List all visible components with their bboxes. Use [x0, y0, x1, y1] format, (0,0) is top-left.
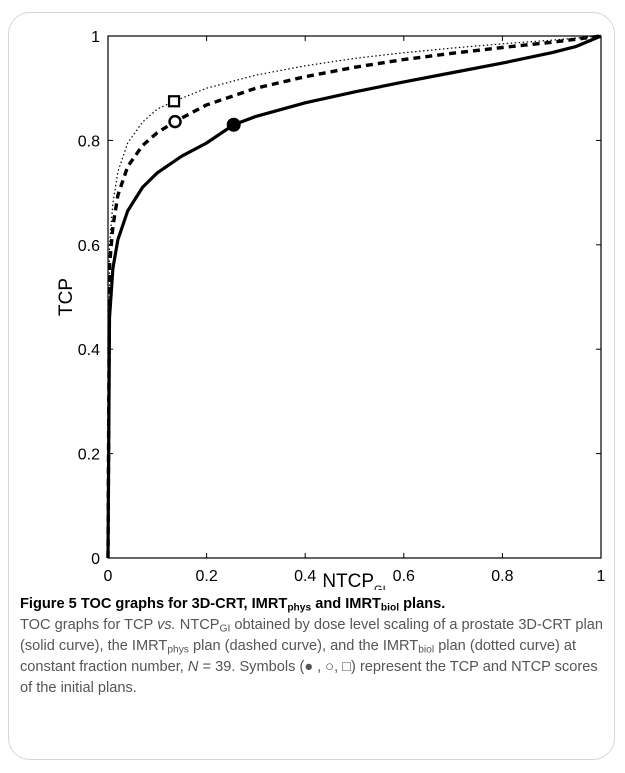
- x-tick-label: 0.2: [195, 568, 217, 585]
- y-tick-label: 0: [91, 551, 100, 568]
- x-axis-label: NTCPGI: [322, 571, 385, 590]
- toc-chart: 0 0.2 0.4 0.6 0.8 1 0 0.2 0.4 0.6 0.8 1 NTCPGI TCP: [56, 29, 606, 590]
- marker-imrt-phys: [168, 114, 182, 129]
- y-tick-label: 0.6: [78, 238, 100, 255]
- series-line-dotted: [107, 35, 602, 559]
- y-tick-label: 0.8: [78, 133, 100, 150]
- x-axis-label-sub: GI: [374, 584, 386, 590]
- series-line-solid: [106, 34, 602, 559]
- x-tick-label: 0.8: [491, 568, 513, 585]
- x-tick-label: 1: [597, 568, 606, 585]
- marker-3dcrt: [226, 117, 241, 132]
- plot-area: [107, 35, 602, 559]
- series-line-dashed: [106, 34, 602, 559]
- x-tick-label: 0: [104, 568, 113, 585]
- y-axis-label: TCP: [56, 278, 77, 316]
- figure-caption: Figure 5 TOC graphs for 3D-CRT, IMRTphys…: [20, 594, 604, 699]
- y-tick-label: 0.4: [78, 342, 100, 359]
- caption-title: Figure 5 TOC graphs for 3D-CRT, IMRTphys…: [20, 596, 446, 614]
- x-tick-label: 0.4: [294, 568, 316, 585]
- x-tick-label: 0.6: [393, 568, 415, 585]
- caption-body: TOC graphs for TCP vs. NTCPGI obtained b…: [20, 617, 603, 696]
- marker-imrt-biol: [167, 95, 181, 108]
- y-tick-label: 1: [91, 29, 100, 46]
- y-tick-label: 0.2: [78, 447, 100, 464]
